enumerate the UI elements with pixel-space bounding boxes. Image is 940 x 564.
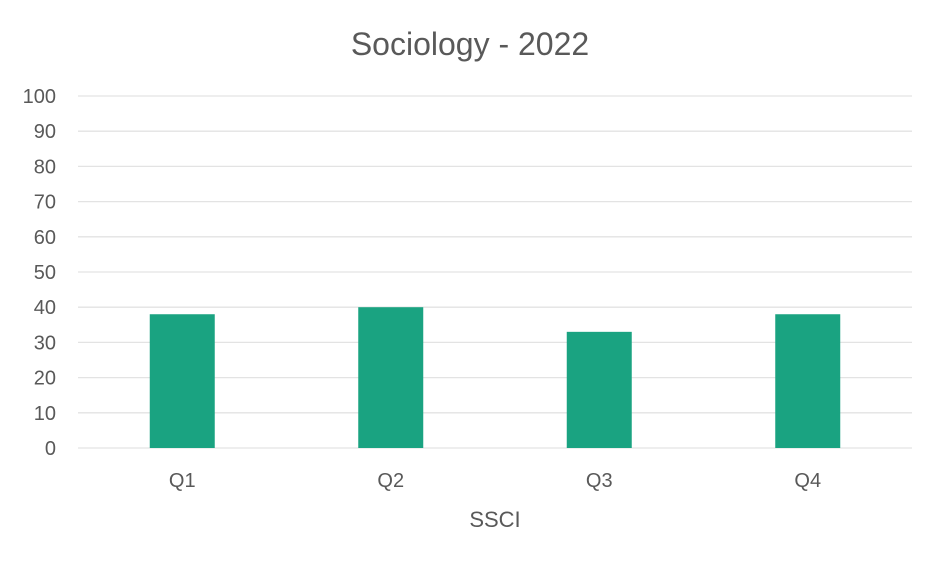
y-tick-label: 100 <box>23 86 56 108</box>
bar-q1 <box>149 314 215 448</box>
x-tick-label: Q3 <box>586 470 613 492</box>
x-tick-label: Q1 <box>169 470 196 492</box>
y-tick-label: 90 <box>34 121 56 143</box>
y-tick-label: 30 <box>34 332 56 354</box>
x-axis-label: SSCI <box>469 507 520 532</box>
bar-q2 <box>358 307 424 448</box>
x-axis-ticks: Q1 Q2 Q3 Q4 <box>169 470 821 492</box>
gridlines <box>78 95 912 449</box>
y-tick-label: 60 <box>34 227 56 249</box>
y-tick-label: 10 <box>34 403 56 425</box>
y-axis-ticks: 0 10 20 30 40 50 60 70 80 90 100 <box>23 86 56 460</box>
bar-q4 <box>775 314 841 448</box>
y-tick-label: 20 <box>34 368 56 390</box>
bars <box>149 307 841 448</box>
x-tick-label: Q2 <box>377 470 404 492</box>
chart-title: Sociology - 2022 <box>351 26 589 62</box>
y-tick-label: 40 <box>34 297 56 319</box>
y-tick-label: 50 <box>34 262 56 284</box>
bar-q3 <box>566 331 632 448</box>
y-tick-label: 0 <box>45 438 56 460</box>
y-tick-label: 70 <box>34 192 56 214</box>
y-tick-label: 80 <box>34 156 56 178</box>
x-tick-label: Q4 <box>794 470 821 492</box>
